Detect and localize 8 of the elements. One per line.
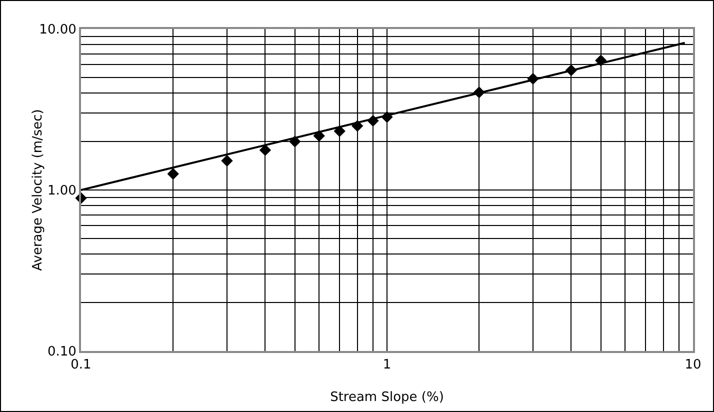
y-tick-label: 1.00: [47, 184, 76, 199]
x-tick-label: 10: [684, 358, 702, 373]
x-axis-title: Stream Slope (%): [330, 390, 444, 405]
y-axis-title: Average Velocity (m/sec): [30, 109, 46, 271]
y-tick-label: 0.10: [47, 344, 76, 360]
x-tick-label: 0.1: [70, 358, 92, 373]
y-tick-label: 10.00: [39, 22, 76, 38]
x-tick-label: 1: [382, 358, 392, 373]
